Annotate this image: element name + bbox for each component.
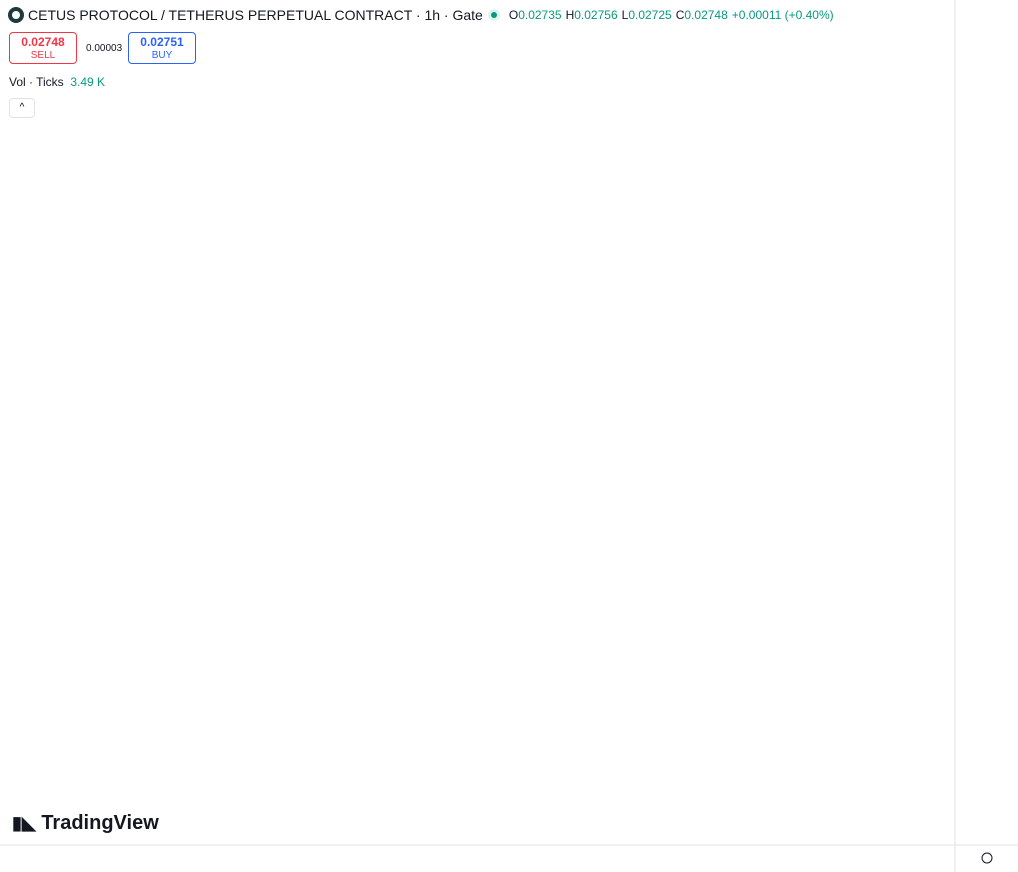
symbol-icon [8, 7, 24, 23]
sell-price: 0.02748 [21, 35, 65, 49]
ohlc-label: O [508, 8, 519, 22]
volume-legend: Vol · Ticks 3.49 K [9, 75, 105, 89]
settings-icon[interactable] [981, 852, 993, 864]
ohlc-legend: O0.02735 H0.02756 L0.02725 C0.02748 [505, 8, 728, 22]
spread: 0.00003 [86, 43, 123, 54]
plot-area [0, 0, 955, 845]
volume-legend-label: Vol · Ticks [9, 75, 64, 89]
header: CETUS PROTOCOL / TETHERUS PERPETUAL CONT… [8, 7, 834, 23]
ohlc-label: L [621, 8, 629, 22]
change: +0.00011 (+0.40%) [731, 8, 834, 22]
status-dot [487, 9, 500, 21]
symbol-title: CETUS PROTOCOL / TETHERUS PERPETUAL CONT… [28, 7, 483, 23]
ohlc-value: 0.02756 [574, 8, 618, 22]
ohlc-value: 0.02725 [628, 8, 672, 22]
ohlc-label: H [565, 8, 575, 22]
logo: ▮◣ TradingView [12, 812, 159, 835]
sell-label: SELL [30, 50, 56, 61]
logo-text: TradingView [41, 812, 159, 834]
volume-legend-value: 3.49 K [70, 75, 106, 89]
ohlc-label: C [675, 8, 685, 22]
ohlc-value: 0.02748 [684, 8, 728, 22]
buy-price: 0.02751 [140, 35, 184, 49]
ohlc-value: 0.02735 [518, 8, 562, 22]
sell-button[interactable]: 0.02748 SELL [9, 32, 77, 64]
logo-mark: ▮◣ [12, 813, 36, 833]
buy-button[interactable]: 0.02751 BUY [128, 32, 196, 64]
buy-label: BUY [151, 50, 173, 61]
collapse-button[interactable]: ^ [9, 98, 35, 118]
